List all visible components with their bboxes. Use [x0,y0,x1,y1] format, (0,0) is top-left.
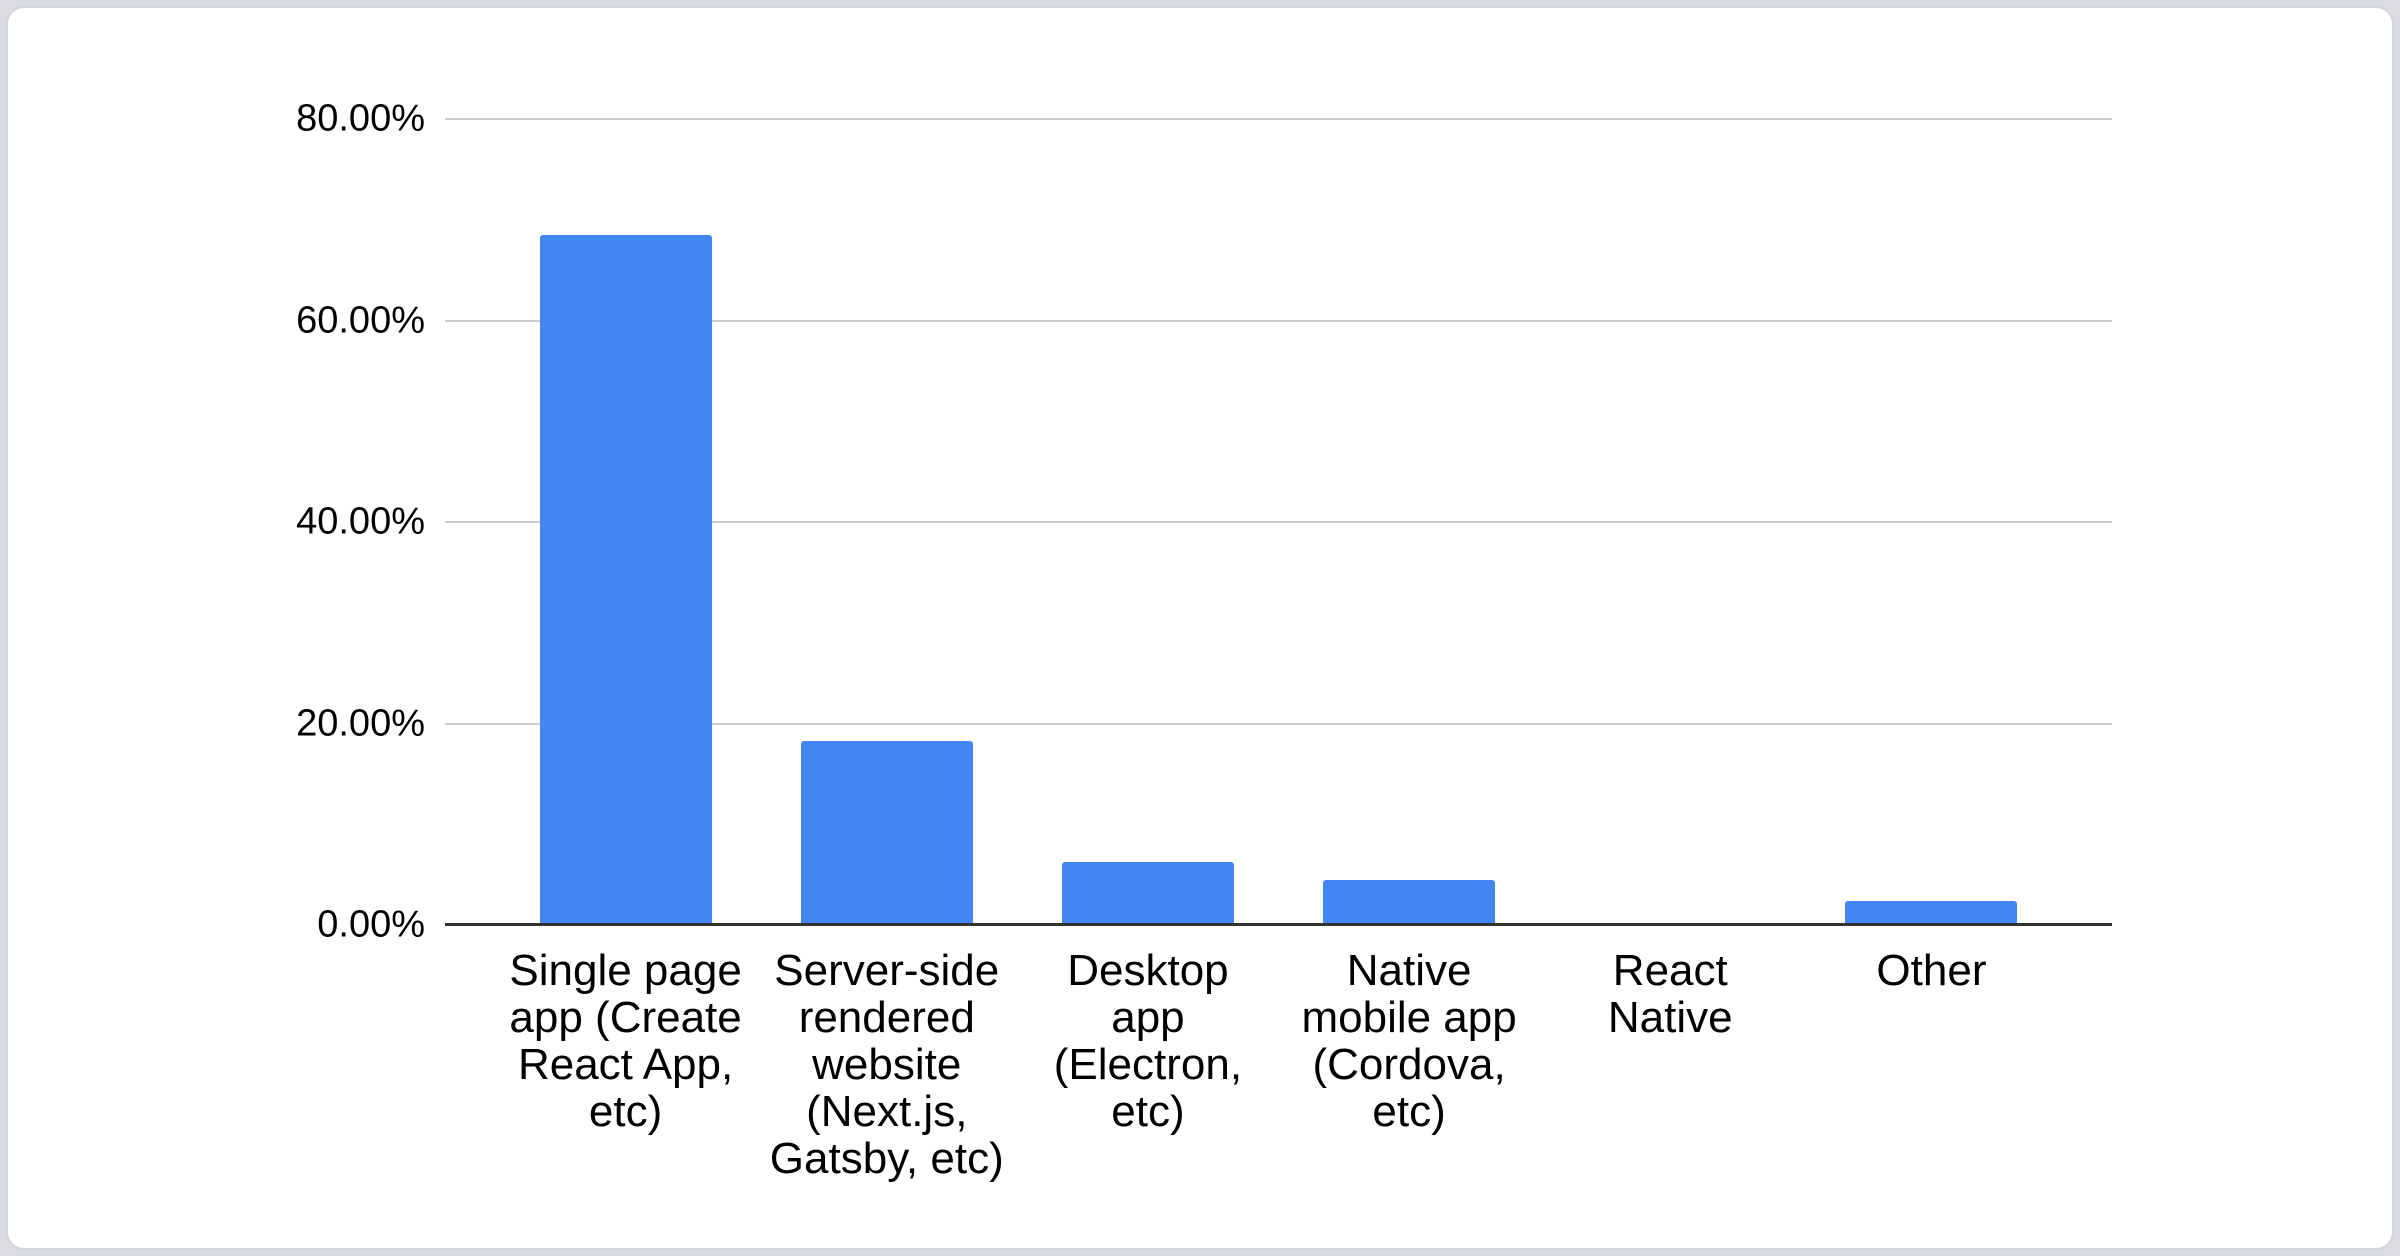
x-axis-category-label: Desktop app (Electron, etc) [1053,946,1243,1136]
x-axis-category-label: Native mobile app (Cordova, etc) [1301,946,1517,1136]
x-axis-category-label: Single page app (Create React App, etc) [509,946,742,1136]
y-tick-label: 20.00% [296,702,425,744]
plot-area [445,118,2112,926]
y-axis: 80.00% 60.00% 40.00% 20.00% 0.00% [8,98,425,946]
bar-desktop-app-electron-etc[interactable] [1061,861,1234,925]
y-tick-label: 80.00% [296,97,425,140]
y-tick-label: 40.00% [296,500,425,543]
chart-card: 80.00% 60.00% 40.00% 20.00% 0.00% Single pag… [6,6,2394,1250]
bar-slot [495,119,756,925]
bar-slot [756,119,1017,925]
x-axis-category-label: Server-side rendered website (Next.js, G… [769,946,1004,1183]
x-axis: Single page app (Create React App, etc) S… [445,947,2112,1182]
bar-other[interactable] [1845,900,2018,925]
gridline [445,319,2112,322]
y-tick-label: 0.00% [317,903,425,946]
bar-slot [1279,119,1540,925]
bar-server-side-rendered-website-next-js-gatsby-etc[interactable] [800,740,973,925]
x-axis-category-label: Other [1876,946,1987,995]
gridline [445,521,2112,523]
bar-series [445,119,2112,925]
bar-native-mobile-app-cordova-etc[interactable] [1323,879,1496,925]
gridline [445,118,2112,120]
bar-slot [1017,119,1278,925]
bar-slot [1540,119,1801,925]
bar-slot [1801,119,2062,925]
y-tick-label: 60.00% [296,299,425,341]
gridline [445,722,2112,725]
x-axis-line [445,923,2112,926]
bar-single-page-app-create-react-app-etc[interactable] [539,234,712,925]
x-axis-category-label: React Native [1607,946,1733,1042]
bar-chart: 80.00% 60.00% 40.00% 20.00% 0.00% Single pag… [8,8,2392,1248]
